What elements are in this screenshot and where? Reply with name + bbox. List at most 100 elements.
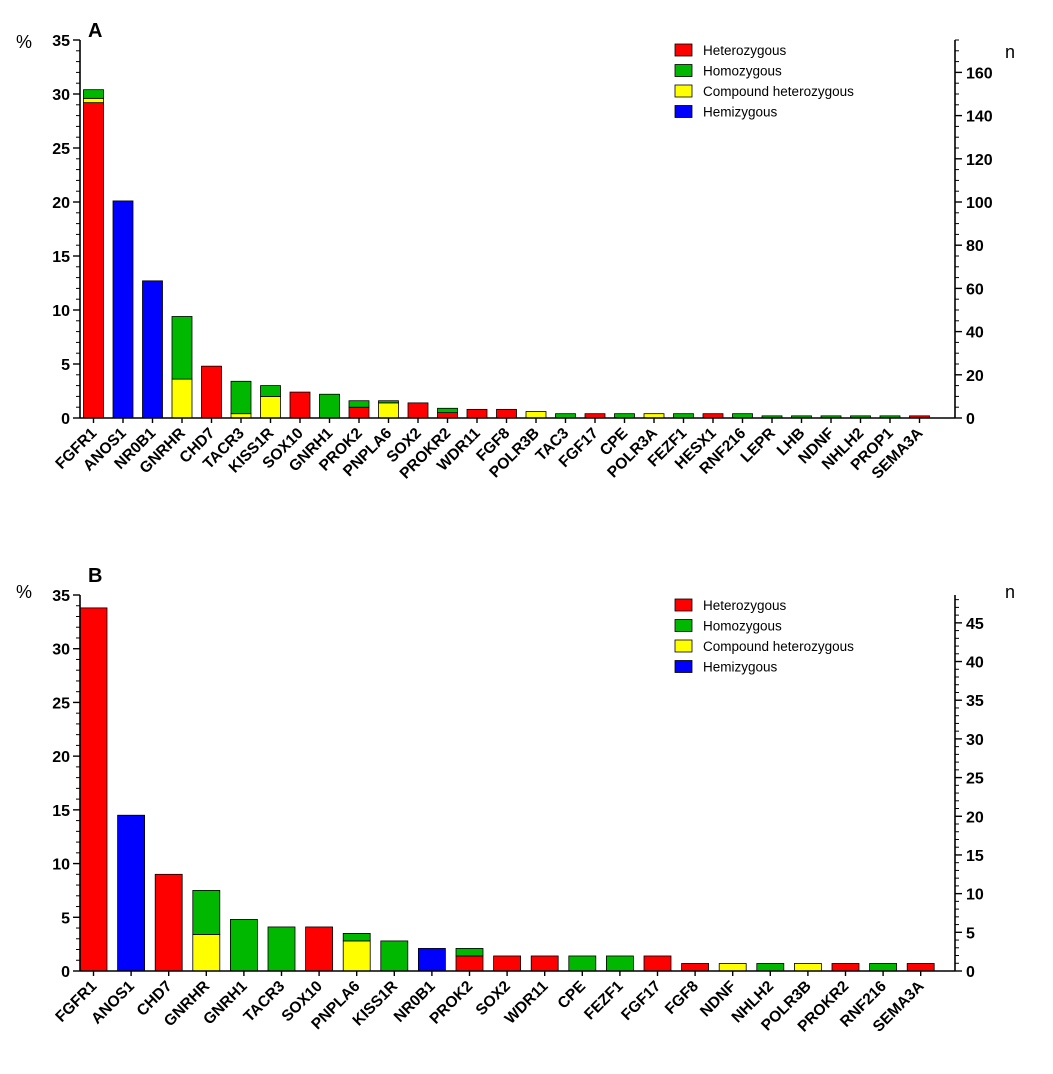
panel-b-y-right-tick-label: 40 [966, 655, 984, 672]
panel-a-y-left-tick-label: 30 [52, 87, 70, 104]
panel-b-y-right-label: n [1005, 582, 1015, 602]
panel-b-legend-label-homozygous: Homozygous [703, 619, 782, 634]
panel-b-y-left-tick-label: 35 [52, 588, 70, 605]
panel-b-y-left-tick-label: 5 [61, 910, 70, 927]
panel-b-y-right-tick-label: 45 [966, 616, 984, 633]
panel-a-bar-tacr3-homozygous [230, 380, 252, 415]
panel-b-bar-cpe-homozygous [568, 955, 597, 972]
panel-b-y-left-tick-label: 30 [52, 642, 70, 659]
panel-b-y-left-tick-label: 0 [61, 964, 70, 981]
panel-b-x-label-wdr11: WDR11 [502, 978, 552, 1028]
panel-a-y-left-tick-label: 35 [52, 33, 70, 50]
panel-b-y-right-tick-label: 10 [966, 887, 984, 904]
panel-b-y-right-tick-label: 25 [966, 771, 984, 788]
panel-b-bar-chd7-heterozygous [154, 873, 183, 972]
panel-b-x-label-tacr3: TACR3 [241, 978, 289, 1026]
panel-a-bar-fgfr1-heterozygous [83, 102, 104, 419]
panel-b-bar-fgf17-heterozygous [643, 955, 672, 972]
panel-a-y-right-tick-label: 80 [966, 238, 984, 255]
panel-b-y-left-tick-label: 20 [52, 749, 70, 766]
panel-b-y-left-tick-label: 10 [52, 857, 70, 874]
panel-a-y-right-tick-label: 100 [966, 195, 993, 212]
panel-b-bar-gnrh1-homozygous [229, 919, 258, 972]
panel-a-bar-fgfr1-compound-heterozygous [83, 97, 104, 104]
panel-b-bar-anos1-hemizygous [117, 814, 145, 972]
panel-a-y-left-tick-label: 0 [61, 411, 70, 428]
panel-a-letter: A [88, 20, 102, 42]
panel-a-legend-label-hemizygous: Hemizygous [703, 105, 778, 120]
panel-b-bar-gnrhr-compound-heterozygous [192, 934, 221, 972]
panel-a-y-right-tick-label: 60 [966, 281, 984, 298]
panel-a-bar-gnrh1-homozygous [319, 393, 340, 419]
panel-a-legend-swatch-heterozygous [674, 43, 693, 57]
panel-a-x-label-lepr: LEPR [738, 425, 779, 466]
panel-b-bar-nhlh2-homozygous [756, 963, 785, 972]
panel-a-bar-polr3b-compound-heterozygous [525, 411, 547, 419]
panel-b-chart: B% nFGFR1ANOS1CHD7GNRHRGNRH1TACR3SOX10PNP… [16, 565, 1015, 1036]
panel-a-bar-fgf8-heterozygous [496, 408, 517, 419]
panel-b-y-right-tick-label: 35 [966, 693, 984, 710]
panel-a-y-right-tick-label: 120 [966, 152, 993, 169]
panel-b-y-left-tick-label: 15 [52, 803, 70, 820]
panel-b-letter: B [88, 565, 102, 587]
panel-a-bar-prok2-homozygous [348, 400, 370, 408]
panel-b-legend-swatch-homozygous [674, 619, 693, 632]
panel-a-y-right-tick-label: 40 [966, 325, 984, 342]
panel-a-bar-sox2-heterozygous [407, 402, 429, 419]
panel-a-legend-swatch-homozygous [674, 64, 693, 77]
panel-a-chart: A% nFGFR1ANOS1NR0B1GNRHRCHD7TACR3KISS1RSO… [16, 20, 1015, 483]
panel-a-y-left-label: % [16, 32, 32, 52]
panel-b-y-right-tick-label: 20 [966, 809, 984, 826]
panel-a-bar-kiss1r-compound-heterozygous [260, 395, 281, 419]
panel-b-bar-fezf1-homozygous [606, 955, 634, 972]
panel-b-bar-fgfr1-heterozygous [79, 607, 108, 972]
panel-a-y-left-tick-label: 15 [52, 249, 70, 266]
panel-b-legend-swatch-heterozygous [674, 598, 693, 612]
panel-b-bar-sema3a-heterozygous [906, 963, 935, 972]
panel-b-bar-prok2-heterozygous [455, 955, 484, 972]
panel-b-bar-prokr2-heterozygous [831, 963, 860, 972]
panel-a-y-right-tick-label: 140 [966, 109, 993, 126]
panel-b-bar-rnf216-homozygous [869, 963, 897, 972]
panel-a-legend-label-homozygous: Homozygous [703, 64, 782, 79]
panel-b-legend-label-hemizygous: Hemizygous [703, 660, 778, 675]
panel-a-y-left-tick-label: 10 [52, 303, 70, 320]
panel-b-bar-polr3b-compound-heterozygous [794, 963, 822, 972]
panel-b-x-label-fgf8: FGF8 [662, 978, 702, 1018]
panel-b-bar-pnpla6-compound-heterozygous [342, 940, 371, 972]
panel-b-legend-label-compound-heterozygous: Compound heterozygous [703, 639, 854, 654]
panel-b-bar-wdr11-heterozygous [530, 955, 559, 972]
panel-a-legend-swatch-hemizygous [674, 105, 693, 118]
panel-a-legend-swatch-compound-heterozygous [674, 84, 693, 98]
panel-b-bar-gnrhr-homozygous [192, 890, 221, 935]
panel-a-bar-sox10-heterozygous [289, 391, 311, 419]
panel-a-y-left-tick-label: 25 [52, 141, 70, 158]
panel-a-bar-anos1-hemizygous [112, 200, 134, 419]
panel-a-bar-chd7-heterozygous [201, 365, 222, 419]
panel-b-y-right-tick-label: 15 [966, 848, 984, 865]
panel-a-bar-pnpla6-homozygous [378, 400, 399, 404]
panel-b-y-right-tick-label: 30 [966, 732, 984, 749]
panel-a-bar-prokr2-heterozygous [437, 412, 458, 419]
panel-b-x-label-anos1: ANOS1 [88, 978, 138, 1028]
panel-b-y-right-tick-label: 5 [966, 925, 975, 942]
panel-b-legend-swatch-hemizygous [674, 660, 693, 673]
panel-a-legend-label-compound-heterozygous: Compound heterozygous [703, 84, 854, 99]
panel-a-bar-gnrhr-homozygous [171, 316, 193, 380]
panel-a-bar-pnpla6-compound-heterozygous [378, 402, 399, 419]
panel-a-y-left-tick-label: 20 [52, 195, 70, 212]
panel-a-bar-prok2-heterozygous [348, 406, 370, 419]
panel-a-bar-fgfr1-homozygous [83, 89, 104, 99]
panel-a-bar-wdr11-heterozygous [466, 408, 488, 419]
panel-a-bar-prokr2-homozygous [437, 407, 458, 413]
panel-a-y-right-tick-label: 20 [966, 368, 984, 385]
panel-b-bar-ndnf-compound-heterozygous [718, 963, 747, 972]
panel-b-bar-kiss1r-homozygous [380, 940, 409, 972]
panel-b-legend-swatch-compound-heterozygous [674, 639, 693, 653]
panel-a-bar-nr0b1-hemizygous [142, 280, 163, 419]
panel-b-x-label-fezf1: FEZF1 [581, 978, 627, 1024]
panel-a-bar-gnrhr-compound-heterozygous [171, 378, 193, 419]
panel-b-bar-tacr3-homozygous [267, 926, 296, 972]
panel-a-legend-label-heterozygous: Heterozygous [703, 43, 787, 58]
